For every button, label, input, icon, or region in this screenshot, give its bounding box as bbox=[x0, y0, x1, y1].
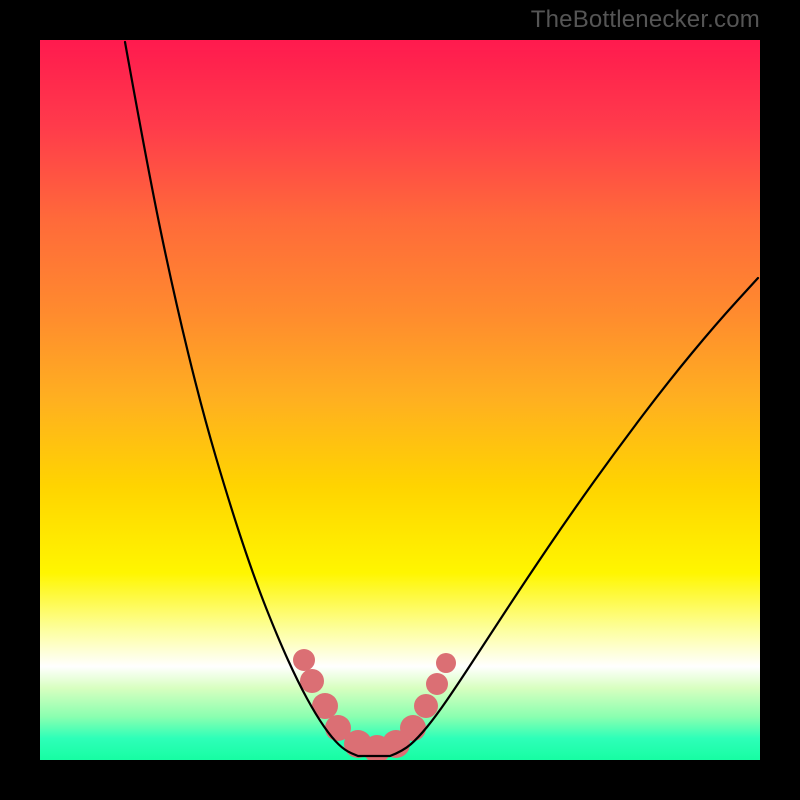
data-point bbox=[414, 694, 438, 718]
data-point bbox=[426, 673, 448, 695]
data-point bbox=[293, 649, 315, 671]
data-point bbox=[300, 669, 324, 693]
data-point bbox=[400, 715, 426, 741]
data-point-blobs bbox=[293, 649, 456, 760]
v-curve bbox=[125, 42, 758, 756]
curve-layer bbox=[40, 40, 760, 760]
chart-stage: TheBottlenecker.com bbox=[0, 0, 800, 800]
data-point bbox=[436, 653, 456, 673]
attribution-text: TheBottlenecker.com bbox=[531, 6, 760, 34]
plot-area bbox=[40, 40, 760, 760]
